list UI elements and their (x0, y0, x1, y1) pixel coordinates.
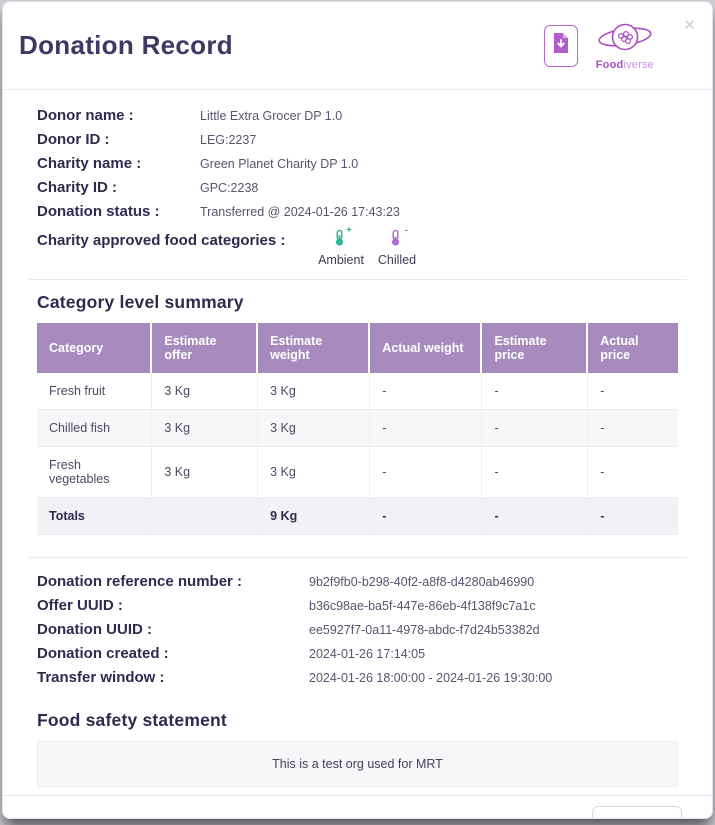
food-category-ambient: + Ambient (315, 225, 367, 267)
table-cell (152, 498, 259, 535)
field-value: Green Planet Charity DP 1.0 (200, 157, 359, 171)
field-label: Charity name : (37, 155, 142, 172)
table-cell: - (588, 373, 678, 410)
field-label: Donation UUID : (37, 621, 152, 638)
detail-row-donor-id: Donor ID : LEG:2237 (37, 128, 678, 152)
field-label: Donor ID : (37, 131, 110, 148)
field-value: GPC:2238 (200, 181, 259, 195)
field-label: Offer UUID : (37, 597, 123, 614)
field-value: Little Extra Grocer DP 1.0 (200, 109, 343, 123)
close-button-label: Close (629, 817, 664, 819)
food-category-label: Ambient (318, 253, 364, 267)
table-cell: 3 Kg (258, 410, 371, 447)
table-cell: Totals (37, 498, 153, 535)
table-row: Chilled fish 3 Kg 3 Kg - - - (37, 410, 678, 447)
field-label: Donation status : (37, 203, 160, 220)
table-cell: - (482, 447, 589, 498)
table-cell: - (588, 447, 678, 498)
thermometer-minus-icon: - (388, 225, 408, 247)
column-header: Estimate price (482, 323, 589, 373)
ref-row-donation-reference: Donation reference number : 9b2f9fb0-b29… (37, 570, 678, 594)
table-cell: - (588, 498, 678, 535)
close-icon[interactable]: ✕ (683, 17, 696, 34)
category-summary-table: Category Estimate offer Estimate weight … (37, 323, 678, 535)
modal-body: Donor name : Little Extra Grocer DP 1.0 … (3, 90, 712, 795)
detail-row-charity-name: Charity name : Green Planet Charity DP 1… (37, 152, 678, 176)
column-header: Actual weight (370, 323, 483, 373)
table-cell: 3 Kg (152, 447, 259, 498)
category-summary-heading: Category level summary (37, 292, 244, 312)
field-value: 9b2f9fb0-b298-40f2-a8f8-d4280ab46990 (309, 575, 535, 589)
close-button-icon: ✕ (610, 816, 621, 818)
table-cell: - (370, 373, 483, 410)
table-cell: - (370, 410, 483, 447)
download-document-icon (553, 32, 569, 59)
section-divider (28, 557, 687, 558)
table-cell: Fresh vegetables (37, 447, 153, 498)
section-divider (28, 279, 687, 280)
food-category-items: + Ambient - Chilled (315, 225, 423, 267)
table-cell: - (370, 498, 483, 535)
field-label: Transfer window : (37, 669, 165, 686)
field-value: 2024-01-26 17:14:05 (309, 647, 426, 661)
foodiverse-logo: Foodiverse (596, 20, 654, 71)
column-header: Estimate weight (258, 323, 371, 373)
table-cell: - (370, 447, 483, 498)
detail-row-charity-id: Charity ID : GPC:2238 (37, 176, 678, 200)
minus-sign: - (404, 225, 408, 236)
food-safety-heading: Food safety statement (37, 710, 227, 730)
table-header-row: Category Estimate offer Estimate weight … (37, 323, 678, 373)
field-value: 2024-01-26 18:00:00 - 2024-01-26 19:30:0… (309, 671, 553, 685)
page-title: Donation Record (19, 30, 233, 60)
field-value: LEG:2237 (200, 133, 257, 147)
table-totals-row: Totals 9 Kg - - - (37, 498, 678, 535)
download-document-button[interactable] (543, 24, 578, 67)
thermometer-plus-icon: + (332, 225, 352, 247)
table-cell: - (482, 410, 589, 447)
table-row: Fresh fruit 3 Kg 3 Kg - - - (37, 373, 678, 410)
ref-row-donation-created: Donation created : 2024-01-26 17:14:05 (37, 642, 678, 666)
field-label: Charity approved food categories : (37, 232, 286, 249)
food-category-label: Chilled (377, 253, 417, 267)
field-label: Donation reference number : (37, 573, 243, 590)
field-label: Charity ID : (37, 179, 118, 196)
ref-row-transfer-window: Transfer window : 2024-01-26 18:00:00 - … (37, 666, 678, 690)
modal-footer: ✕ Close (3, 795, 712, 819)
status-value: Transferred @ 2024-01-26 17:43:23 (200, 205, 400, 219)
table-cell: - (588, 410, 678, 447)
modal-header: Donation Record (3, 2, 712, 90)
field-value: ee5927f7-0a11-4978-abdc-f7d24b53382d (309, 623, 540, 637)
column-header: Estimate offer (152, 323, 259, 373)
plus-sign: + (346, 225, 352, 236)
table-cell: - (482, 498, 589, 535)
table-row: Fresh vegetables 3 Kg 3 Kg - - - (37, 447, 678, 498)
field-value: b36c98ae-ba5f-447e-86eb-4f138f9c7a1c (309, 599, 536, 613)
column-header: Category (37, 323, 153, 373)
food-safety-statement: This is a test org used for MRT (37, 741, 678, 787)
food-category-chilled: - Chilled (371, 225, 423, 267)
table-cell: Chilled fish (37, 410, 153, 447)
foodiverse-wordmark: Foodiverse (595, 59, 654, 71)
table-cell: 3 Kg (152, 373, 259, 410)
table-cell: - (482, 373, 589, 410)
approved-food-categories: Charity approved food categories : + Amb… (37, 225, 678, 267)
detail-row-donation-status: Donation status : Transferred @ 2024-01-… (37, 200, 678, 224)
ref-row-donation-uuid: Donation UUID : ee5927f7-0a11-4978-abdc-… (37, 618, 678, 642)
close-button[interactable]: ✕ Close (591, 806, 682, 819)
ref-row-offer-uuid: Offer UUID : b36c98ae-ba5f-447e-86eb-4f1… (37, 594, 678, 618)
detail-row-donor-name: Donor name : Little Extra Grocer DP 1.0 (37, 104, 678, 128)
column-header: Actual price (588, 323, 678, 373)
table-cell: 3 Kg (258, 447, 371, 498)
field-label: Donor name : (37, 107, 134, 124)
table-cell: 3 Kg (258, 373, 371, 410)
table-cell: Fresh fruit (37, 373, 153, 410)
foodiverse-planet-icon (596, 20, 654, 61)
table-cell: 9 Kg (258, 498, 371, 535)
table-cell: 3 Kg (152, 410, 259, 447)
field-label: Donation created : (37, 645, 169, 662)
